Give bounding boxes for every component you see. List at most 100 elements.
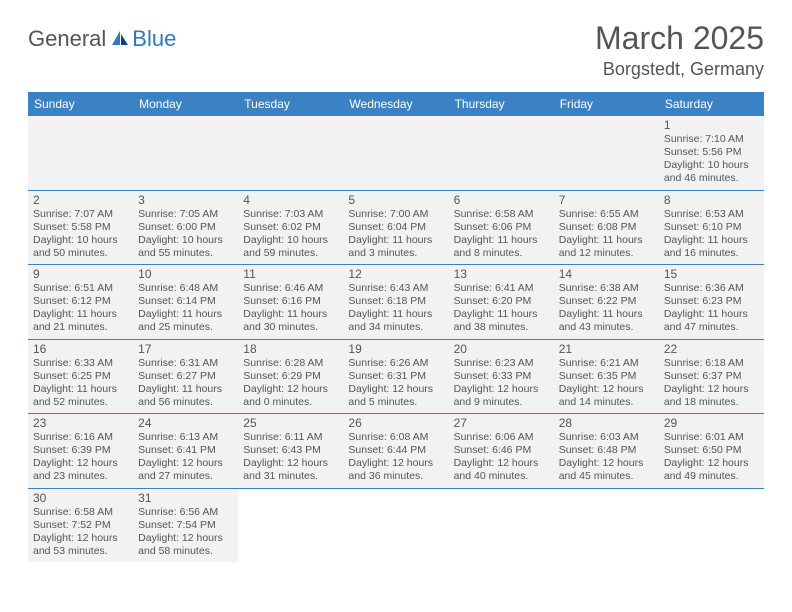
day-cell: 12Sunrise: 6:43 AMSunset: 6:18 PMDayligh… (343, 265, 448, 340)
day-number: 29 (664, 416, 759, 430)
calendar-table: Sunday Monday Tuesday Wednesday Thursday… (28, 92, 764, 562)
weekday-header-row: Sunday Monday Tuesday Wednesday Thursday… (28, 92, 764, 116)
day-cell: 29Sunrise: 6:01 AMSunset: 6:50 PMDayligh… (659, 414, 764, 489)
logo-text-blue: Blue (132, 26, 176, 52)
day-info: Sunrise: 6:53 AMSunset: 6:10 PMDaylight:… (664, 208, 759, 261)
empty-cell (133, 116, 238, 190)
day-cell: 27Sunrise: 6:06 AMSunset: 6:46 PMDayligh… (449, 414, 554, 489)
day-cell: 13Sunrise: 6:41 AMSunset: 6:20 PMDayligh… (449, 265, 554, 340)
day-info: Sunrise: 6:33 AMSunset: 6:25 PMDaylight:… (33, 357, 128, 410)
day-cell: 6Sunrise: 6:58 AMSunset: 6:06 PMDaylight… (449, 190, 554, 265)
day-number: 22 (664, 342, 759, 356)
day-cell: 28Sunrise: 6:03 AMSunset: 6:48 PMDayligh… (554, 414, 659, 489)
day-cell: 18Sunrise: 6:28 AMSunset: 6:29 PMDayligh… (238, 339, 343, 414)
day-info: Sunrise: 7:07 AMSunset: 5:58 PMDaylight:… (33, 208, 128, 261)
calendar-row: 23Sunrise: 6:16 AMSunset: 6:39 PMDayligh… (28, 414, 764, 489)
logo-sail-icon (110, 29, 130, 52)
day-cell: 21Sunrise: 6:21 AMSunset: 6:35 PMDayligh… (554, 339, 659, 414)
day-cell: 10Sunrise: 6:48 AMSunset: 6:14 PMDayligh… (133, 265, 238, 340)
day-info: Sunrise: 6:58 AMSunset: 6:06 PMDaylight:… (454, 208, 549, 261)
day-info: Sunrise: 7:03 AMSunset: 6:02 PMDaylight:… (243, 208, 338, 261)
day-number: 7 (559, 193, 654, 207)
day-info: Sunrise: 6:13 AMSunset: 6:41 PMDaylight:… (138, 431, 233, 484)
weekday-header: Wednesday (343, 92, 448, 116)
day-number: 23 (33, 416, 128, 430)
day-number: 4 (243, 193, 338, 207)
calendar-row: 16Sunrise: 6:33 AMSunset: 6:25 PMDayligh… (28, 339, 764, 414)
day-info: Sunrise: 6:48 AMSunset: 6:14 PMDaylight:… (138, 282, 233, 335)
day-number: 5 (348, 193, 443, 207)
day-info: Sunrise: 6:21 AMSunset: 6:35 PMDaylight:… (559, 357, 654, 410)
day-number: 17 (138, 342, 233, 356)
empty-cell (238, 116, 343, 190)
day-info: Sunrise: 6:55 AMSunset: 6:08 PMDaylight:… (559, 208, 654, 261)
empty-cell (449, 116, 554, 190)
empty-cell (343, 116, 448, 190)
day-cell: 15Sunrise: 6:36 AMSunset: 6:23 PMDayligh… (659, 265, 764, 340)
day-info: Sunrise: 6:06 AMSunset: 6:46 PMDaylight:… (454, 431, 549, 484)
day-number: 20 (454, 342, 549, 356)
logo-text-general: General (28, 26, 106, 52)
weekday-header: Friday (554, 92, 659, 116)
day-number: 1 (664, 118, 759, 132)
day-cell: 26Sunrise: 6:08 AMSunset: 6:44 PMDayligh… (343, 414, 448, 489)
day-number: 6 (454, 193, 549, 207)
day-cell: 14Sunrise: 6:38 AMSunset: 6:22 PMDayligh… (554, 265, 659, 340)
title-block: March 2025 Borgstedt, Germany (595, 20, 764, 80)
month-title: March 2025 (595, 20, 764, 57)
location: Borgstedt, Germany (595, 59, 764, 80)
calendar-row: 9Sunrise: 6:51 AMSunset: 6:12 PMDaylight… (28, 265, 764, 340)
day-info: Sunrise: 6:28 AMSunset: 6:29 PMDaylight:… (243, 357, 338, 410)
day-cell: 3Sunrise: 7:05 AMSunset: 6:00 PMDaylight… (133, 190, 238, 265)
day-number: 15 (664, 267, 759, 281)
day-number: 12 (348, 267, 443, 281)
day-cell: 4Sunrise: 7:03 AMSunset: 6:02 PMDaylight… (238, 190, 343, 265)
day-number: 21 (559, 342, 654, 356)
day-info: Sunrise: 6:23 AMSunset: 6:33 PMDaylight:… (454, 357, 549, 410)
day-info: Sunrise: 6:43 AMSunset: 6:18 PMDaylight:… (348, 282, 443, 335)
day-info: Sunrise: 7:10 AMSunset: 5:56 PMDaylight:… (664, 133, 759, 186)
day-info: Sunrise: 6:38 AMSunset: 6:22 PMDaylight:… (559, 282, 654, 335)
day-number: 19 (348, 342, 443, 356)
weekday-header: Sunday (28, 92, 133, 116)
calendar-row: 30Sunrise: 6:58 AMSunset: 7:52 PMDayligh… (28, 488, 764, 562)
day-info: Sunrise: 7:05 AMSunset: 6:00 PMDaylight:… (138, 208, 233, 261)
day-cell: 11Sunrise: 6:46 AMSunset: 6:16 PMDayligh… (238, 265, 343, 340)
calendar-row: 1Sunrise: 7:10 AMSunset: 5:56 PMDaylight… (28, 116, 764, 190)
day-info: Sunrise: 6:11 AMSunset: 6:43 PMDaylight:… (243, 431, 338, 484)
empty-cell (343, 488, 448, 562)
day-cell: 24Sunrise: 6:13 AMSunset: 6:41 PMDayligh… (133, 414, 238, 489)
day-cell: 2Sunrise: 7:07 AMSunset: 5:58 PMDaylight… (28, 190, 133, 265)
day-number: 25 (243, 416, 338, 430)
day-number: 31 (138, 491, 233, 505)
day-cell: 25Sunrise: 6:11 AMSunset: 6:43 PMDayligh… (238, 414, 343, 489)
day-number: 9 (33, 267, 128, 281)
day-number: 2 (33, 193, 128, 207)
calendar-row: 2Sunrise: 7:07 AMSunset: 5:58 PMDaylight… (28, 190, 764, 265)
empty-cell (238, 488, 343, 562)
day-number: 10 (138, 267, 233, 281)
day-info: Sunrise: 6:56 AMSunset: 7:54 PMDaylight:… (138, 506, 233, 559)
day-cell: 5Sunrise: 7:00 AMSunset: 6:04 PMDaylight… (343, 190, 448, 265)
day-info: Sunrise: 6:16 AMSunset: 6:39 PMDaylight:… (33, 431, 128, 484)
day-number: 24 (138, 416, 233, 430)
day-cell: 20Sunrise: 6:23 AMSunset: 6:33 PMDayligh… (449, 339, 554, 414)
empty-cell (554, 488, 659, 562)
day-info: Sunrise: 6:03 AMSunset: 6:48 PMDaylight:… (559, 431, 654, 484)
day-cell: 9Sunrise: 6:51 AMSunset: 6:12 PMDaylight… (28, 265, 133, 340)
day-info: Sunrise: 6:41 AMSunset: 6:20 PMDaylight:… (454, 282, 549, 335)
empty-cell (28, 116, 133, 190)
day-cell: 1Sunrise: 7:10 AMSunset: 5:56 PMDaylight… (659, 116, 764, 190)
day-number: 26 (348, 416, 443, 430)
day-number: 30 (33, 491, 128, 505)
weekday-header: Monday (133, 92, 238, 116)
day-number: 14 (559, 267, 654, 281)
day-number: 27 (454, 416, 549, 430)
day-number: 3 (138, 193, 233, 207)
day-number: 13 (454, 267, 549, 281)
empty-cell (659, 488, 764, 562)
day-info: Sunrise: 6:36 AMSunset: 6:23 PMDaylight:… (664, 282, 759, 335)
day-info: Sunrise: 6:31 AMSunset: 6:27 PMDaylight:… (138, 357, 233, 410)
header: General Blue March 2025 Borgstedt, Germa… (28, 20, 764, 80)
day-cell: 8Sunrise: 6:53 AMSunset: 6:10 PMDaylight… (659, 190, 764, 265)
